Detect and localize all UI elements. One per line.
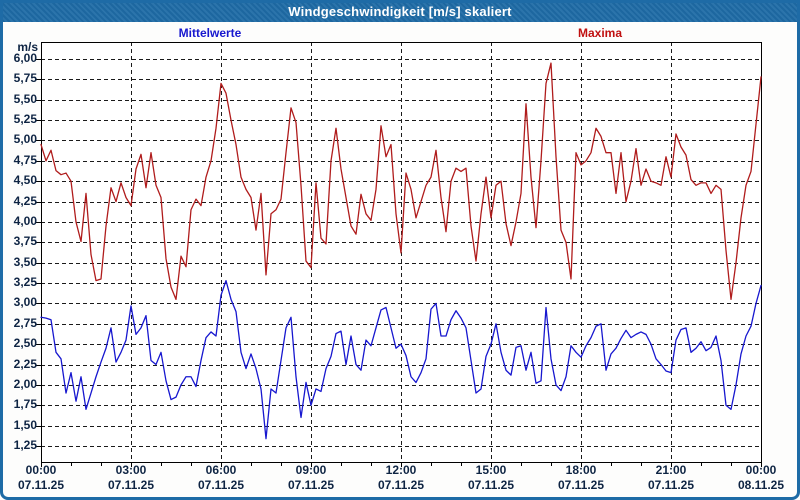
- y-tick-label: 3,50: [13, 255, 37, 269]
- x-tick-date-label: 07.11.25: [107, 478, 155, 492]
- y-tick-label: 2,00: [13, 377, 37, 391]
- x-tick-time-label: 00:00: [25, 463, 57, 477]
- series-maxima: [40, 62, 762, 301]
- y-tick-label: 1,25: [13, 438, 37, 452]
- x-tick-date-label: 07.11.25: [377, 478, 425, 492]
- x-tick-time-label: 06:00: [205, 463, 237, 477]
- x-tick-date-label: 07.11.25: [647, 478, 695, 492]
- y-tick-label: 1,50: [13, 418, 37, 432]
- y-tick-label: 5,00: [13, 132, 37, 146]
- x-tick-time-label: 12:00: [385, 463, 417, 477]
- y-tick-label: 1,75: [13, 397, 37, 411]
- x-tick-time-label: 03:00: [115, 463, 147, 477]
- y-tick-label: 3,00: [13, 295, 37, 309]
- y-tick-label: 5,75: [13, 71, 37, 85]
- x-tick-date-label: 07.11.25: [467, 478, 515, 492]
- y-tick-label: 4,75: [13, 153, 37, 167]
- y-tick-label: 2,25: [13, 357, 37, 371]
- x-tick-date-label: 07.11.25: [17, 478, 65, 492]
- y-tick-label: 2,50: [13, 336, 37, 350]
- y-tick-label: 2,75: [13, 316, 37, 330]
- window-title: Windgeschwindigkeit [m/s] skaliert: [288, 3, 512, 19]
- y-tick-label: 4,00: [13, 214, 37, 228]
- y-tick-label: 5,50: [13, 92, 37, 106]
- x-tick-date-label: 07.11.25: [197, 478, 245, 492]
- y-tick-label: 4,50: [13, 173, 37, 187]
- x-tick-time-label: 18:00: [565, 463, 597, 477]
- x-tick-time-label: 15:00: [475, 463, 507, 477]
- y-tick-label: 5,25: [13, 112, 37, 126]
- series-mittelwerte: [40, 279, 762, 440]
- x-tick-date-label: 08.11.25: [737, 478, 785, 492]
- y-tick-label: 3,75: [13, 234, 37, 248]
- x-tick-time-label: 00:00: [745, 463, 777, 477]
- x-tick-time-label: 21:00: [655, 463, 687, 477]
- legend-label-maxima: Maxima: [577, 26, 623, 40]
- x-tick-date-label: 07.11.25: [557, 478, 605, 492]
- y-tick-label: 4,25: [13, 194, 37, 208]
- legend-label-mittelwerte: Mittelwerte: [178, 26, 242, 40]
- y-axis-unit-label: m/s: [17, 40, 38, 54]
- x-tick-date-label: 07.11.25: [287, 478, 335, 492]
- x-tick-time-label: 09:00: [295, 463, 327, 477]
- window-titlebar[interactable]: Windgeschwindigkeit [m/s] skaliert: [0, 0, 800, 22]
- y-tick-label: 3,25: [13, 275, 37, 289]
- y-tick-label: 6,00: [13, 51, 37, 65]
- plot-frame: [41, 42, 762, 463]
